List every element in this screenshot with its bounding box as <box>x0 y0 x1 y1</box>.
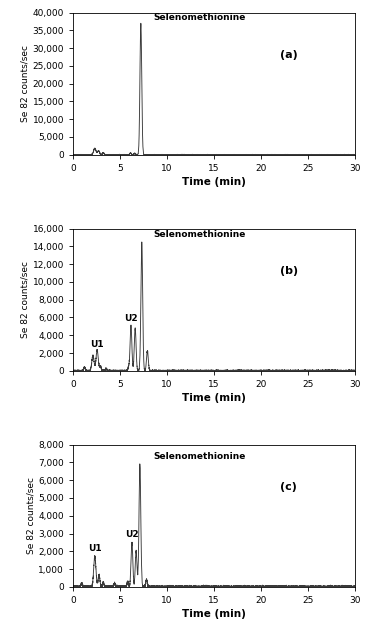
Text: (a): (a) <box>280 50 298 60</box>
Text: U1: U1 <box>88 544 102 553</box>
X-axis label: Time (min): Time (min) <box>182 393 246 403</box>
Text: (c): (c) <box>280 482 297 492</box>
Text: Selenomethionine: Selenomethionine <box>153 13 246 21</box>
Y-axis label: Se 82 counts/sec: Se 82 counts/sec <box>21 261 30 338</box>
Text: U2: U2 <box>125 530 139 539</box>
X-axis label: Time (min): Time (min) <box>182 609 246 619</box>
Text: Selenomethionine: Selenomethionine <box>153 230 246 239</box>
Text: (b): (b) <box>280 266 298 276</box>
Text: U1: U1 <box>90 339 104 348</box>
Text: U2: U2 <box>124 314 138 323</box>
Y-axis label: Se 82 counts/sec: Se 82 counts/sec <box>21 45 30 122</box>
X-axis label: Time (min): Time (min) <box>182 177 246 187</box>
Text: Selenomethionine: Selenomethionine <box>153 452 246 461</box>
Y-axis label: Se 82 counts/sec: Se 82 counts/sec <box>27 477 36 554</box>
